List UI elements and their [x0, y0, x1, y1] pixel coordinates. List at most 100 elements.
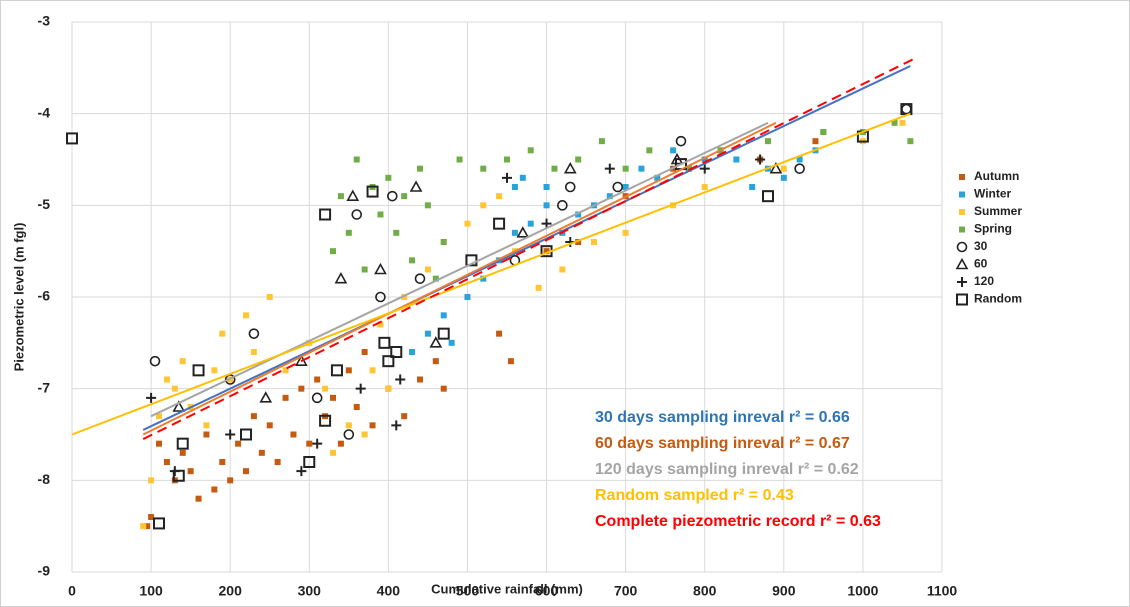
point [163, 459, 170, 465]
point [417, 165, 423, 172]
point [296, 466, 307, 477]
point [612, 181, 624, 193]
x-tick-label: 300 [298, 583, 322, 599]
fit-annotation: 30 days sampling inreval r² = 0.66 [595, 409, 850, 426]
point [401, 193, 408, 200]
point [527, 220, 534, 227]
point [575, 156, 582, 163]
point [765, 138, 771, 145]
point [448, 339, 455, 346]
point [361, 431, 368, 438]
point [504, 156, 510, 163]
point [401, 413, 408, 420]
point [464, 220, 471, 227]
point [820, 129, 827, 135]
point [401, 294, 408, 300]
point [172, 400, 186, 412]
point [395, 374, 406, 385]
point [551, 165, 558, 172]
point [496, 193, 503, 200]
y-tick-label: -5 [38, 196, 51, 212]
point [755, 154, 766, 165]
point [409, 349, 416, 355]
point [464, 294, 471, 300]
series [149, 103, 912, 440]
point [769, 162, 783, 174]
point [701, 184, 708, 190]
point [219, 330, 226, 337]
x-tick-label: 0 [68, 583, 76, 599]
point [330, 449, 336, 456]
point [535, 284, 542, 291]
point [622, 165, 629, 172]
y-tick-label: -3 [38, 13, 51, 29]
point [900, 103, 913, 116]
point [361, 266, 368, 273]
point [250, 349, 257, 355]
legend-label: Summer [974, 204, 1022, 218]
point [385, 174, 392, 181]
point [259, 391, 273, 403]
point [685, 165, 692, 172]
point [227, 477, 234, 484]
point [541, 218, 552, 229]
point [654, 174, 661, 181]
point [343, 429, 355, 440]
series [172, 152, 783, 412]
legend-swatch [959, 174, 965, 180]
point [465, 254, 478, 267]
point [303, 456, 316, 468]
point [575, 211, 582, 218]
point [187, 468, 194, 475]
x-tick-label: 200 [219, 583, 243, 599]
point [377, 321, 384, 328]
point [266, 294, 273, 300]
point [417, 376, 423, 383]
point [330, 364, 343, 377]
point [319, 414, 332, 427]
point [148, 477, 155, 484]
point [153, 517, 165, 530]
fit-annotation: 120 days sampling inreval r² = 0.62 [595, 461, 859, 478]
point [424, 266, 431, 273]
point [440, 239, 447, 245]
point [575, 239, 582, 245]
point [794, 163, 805, 174]
point [733, 156, 740, 163]
point [243, 312, 249, 319]
point [211, 486, 218, 493]
trend-line [150, 121, 769, 418]
point [235, 440, 242, 447]
point [156, 413, 162, 420]
point [250, 413, 257, 420]
point [796, 156, 803, 163]
point [591, 239, 597, 245]
point [66, 132, 78, 145]
point [385, 385, 392, 392]
point [140, 523, 147, 530]
point [179, 358, 186, 365]
y-tick-label: -4 [38, 104, 51, 120]
point [699, 163, 710, 174]
point [351, 209, 363, 220]
legend-label: 30 [974, 239, 988, 253]
point [144, 523, 151, 530]
y-axis-title: Piezometric level (m fgl) [11, 223, 26, 372]
point [749, 184, 756, 190]
fit-annotation: 60 days sampling inreval r² = 0.67 [595, 435, 850, 452]
legend-label: Winter [974, 187, 1012, 201]
point [274, 459, 281, 465]
point [424, 202, 431, 209]
legend-label: 60 [974, 257, 988, 271]
x-tick-label: 600 [535, 583, 559, 599]
point [606, 193, 613, 200]
point [622, 229, 629, 236]
point [390, 346, 403, 358]
point [519, 174, 526, 181]
point [557, 200, 568, 211]
point [507, 358, 514, 365]
point [374, 262, 387, 275]
point [195, 495, 202, 502]
point [282, 367, 289, 374]
point [176, 437, 189, 450]
